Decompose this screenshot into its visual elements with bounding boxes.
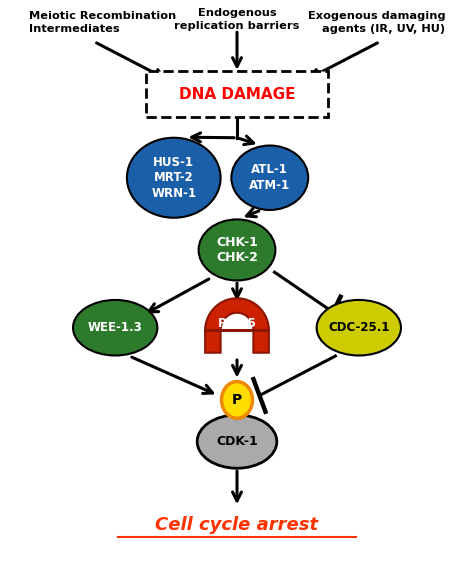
Text: HUS-1
MRT-2
WRN-1: HUS-1 MRT-2 WRN-1	[151, 156, 196, 200]
Text: Endogenous
replication barriers: Endogenous replication barriers	[174, 8, 300, 31]
Text: Meiotic Recombination
Intermediates: Meiotic Recombination Intermediates	[28, 11, 176, 34]
FancyBboxPatch shape	[146, 71, 328, 117]
Text: CDC-25.1: CDC-25.1	[328, 321, 390, 334]
Text: WEE-1.3: WEE-1.3	[88, 321, 143, 334]
Ellipse shape	[197, 415, 277, 468]
Text: DNA DAMAGE: DNA DAMAGE	[179, 87, 295, 102]
Text: Exogenous damaging
agents (IR, UV, HU): Exogenous damaging agents (IR, UV, HU)	[308, 11, 446, 34]
Text: CHK-1
CHK-2: CHK-1 CHK-2	[216, 236, 258, 264]
Text: P: P	[232, 393, 242, 407]
Text: PAR-5: PAR-5	[218, 318, 256, 330]
Circle shape	[221, 381, 253, 419]
Text: CDK-1: CDK-1	[216, 435, 258, 448]
Ellipse shape	[231, 145, 308, 210]
Ellipse shape	[199, 219, 275, 280]
Ellipse shape	[73, 300, 157, 356]
Text: ATL-1
ATM-1: ATL-1 ATM-1	[249, 163, 291, 192]
Ellipse shape	[317, 300, 401, 356]
Ellipse shape	[127, 138, 220, 218]
Polygon shape	[205, 298, 269, 353]
Text: Cell cycle arrest: Cell cycle arrest	[155, 516, 319, 534]
